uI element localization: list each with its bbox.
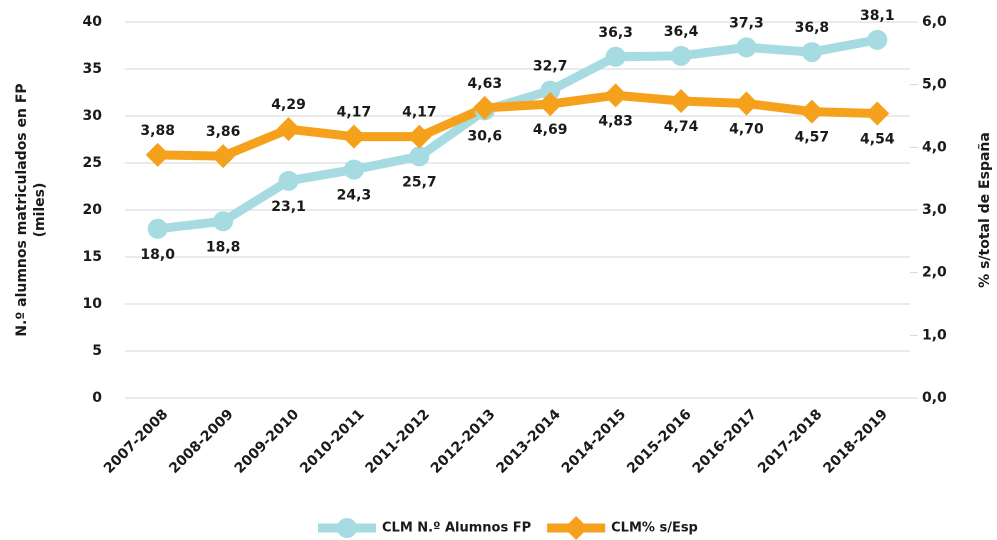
data-label: 4,70 [729, 121, 764, 137]
data-point [799, 99, 824, 124]
legend-swatch-marker [564, 516, 589, 540]
y-axis-label-line: (miles) [32, 183, 48, 238]
data-label: 36,4 [664, 24, 699, 40]
data-point [211, 144, 236, 169]
x-tick-label: 2017-2018 [755, 406, 826, 477]
data-label: 36,3 [598, 25, 633, 41]
data-point [736, 37, 757, 58]
data-point [407, 124, 432, 149]
data-point [145, 142, 170, 167]
x-tick-label: 2016-2017 [690, 406, 761, 477]
data-label: 24,3 [337, 188, 372, 204]
y2-tick-label: 1,0 [922, 327, 947, 343]
legend-label: CLM N.º Alumnos FP [382, 521, 531, 536]
data-label: 4,74 [664, 119, 699, 135]
data-label: 4,83 [598, 113, 633, 129]
x-tick-label: 2013-2014 [493, 406, 564, 477]
y-tick-label: 5 [92, 343, 102, 359]
y-tick-label: 30 [83, 108, 103, 124]
data-label: 4,54 [860, 131, 895, 147]
series-line [157, 90, 878, 161]
data-point [341, 124, 366, 149]
y-tick-label: 10 [83, 296, 103, 312]
data-label: 36,8 [795, 20, 830, 36]
y-axis-label-line: N.º alumnos matriculados en FP [14, 83, 30, 336]
y2-tick-label: 3,0 [922, 202, 947, 218]
x-tick-label: 2009-2010 [232, 406, 303, 477]
series-line [157, 35, 879, 234]
data-label: 4,63 [468, 76, 503, 92]
y-tick-label: 40 [83, 14, 103, 30]
data-point [605, 46, 626, 67]
data-label: 23,1 [271, 199, 306, 215]
data-label: 38,1 [860, 8, 895, 24]
y-tick-label: 20 [83, 202, 103, 218]
data-point [603, 83, 628, 108]
legend-swatch-marker [337, 518, 357, 538]
legend: CLM N.º Alumnos FP CLM% s/Esp [318, 516, 698, 540]
y2-axis-label: % s/total de España [977, 132, 993, 288]
data-point [472, 95, 497, 120]
data-label: 4,69 [533, 122, 568, 138]
data-label: 25,7 [402, 174, 437, 190]
data-label: 18,8 [206, 239, 241, 255]
x-tick-label: 2011-2012 [362, 406, 433, 477]
legend-label: CLM% s/Esp [611, 521, 698, 536]
data-point [538, 92, 563, 117]
y2-tick-label: 5,0 [922, 77, 947, 93]
x-tick-label: 2007-2008 [101, 406, 172, 477]
data-label: 3,88 [140, 123, 175, 139]
data-label: 4,29 [271, 97, 306, 113]
data-label: 18,0 [140, 247, 175, 263]
data-point [867, 29, 888, 50]
y2-tick-label: 4,0 [922, 139, 947, 155]
x-tick-label: 2015-2016 [624, 406, 695, 477]
y2-tick-label: 2,0 [922, 265, 947, 281]
data-label: 4,17 [337, 105, 372, 121]
x-tick-label: 2014-2015 [559, 406, 630, 477]
y-tick-label: 35 [83, 61, 102, 77]
x-tick-label: 2012-2013 [428, 406, 499, 477]
y-tick-label: 15 [83, 249, 102, 265]
data-point [669, 88, 694, 113]
y2-tick-label: 0,0 [922, 390, 947, 406]
data-point [409, 146, 430, 167]
y-tick-label: 25 [83, 155, 102, 171]
x-tick-label: 2008-2009 [166, 406, 237, 477]
data-label: 32,7 [533, 59, 568, 75]
data-point [213, 211, 234, 232]
data-point [734, 91, 759, 116]
x-tick-label: 2018-2019 [820, 406, 891, 477]
data-label: 37,3 [729, 15, 764, 31]
x-tick-label: 2010-2011 [297, 406, 368, 477]
y-axis-label: N.º alumnos matriculados en FP (miles) [14, 83, 48, 336]
data-point [343, 159, 364, 180]
y-tick-label: 0 [92, 390, 102, 406]
data-point [865, 101, 890, 126]
data-label: 4,17 [402, 105, 437, 121]
data-label: 4,57 [795, 130, 830, 146]
data-label: 30,6 [468, 128, 503, 144]
data-label: 3,86 [206, 124, 241, 140]
data-point [147, 218, 168, 239]
data-point [801, 42, 822, 63]
data-point [540, 80, 561, 101]
data-point [671, 45, 692, 66]
data-point [278, 170, 299, 191]
data-point [276, 117, 301, 142]
y2-tick-label: 6,0 [922, 14, 947, 30]
